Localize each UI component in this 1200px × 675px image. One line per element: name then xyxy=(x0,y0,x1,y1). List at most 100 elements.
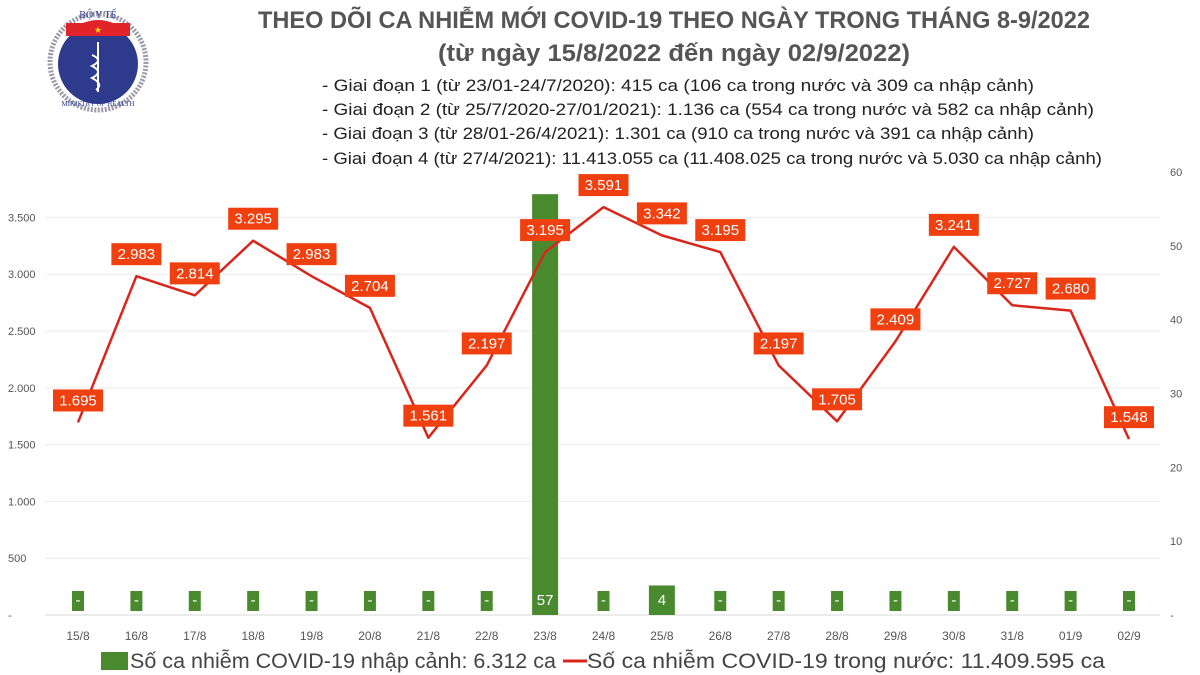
bar xyxy=(72,591,84,611)
x-tick-label: 02/9 xyxy=(1117,629,1141,643)
plot-area: - 500 1.000 1.500 2.000 2.500 3.000 3.500 - 10 20 3… xyxy=(8,167,1182,643)
right-tick-label: 60 xyxy=(1170,167,1182,179)
right-tick-label: - xyxy=(1170,610,1174,622)
x-tick-label: 26/8 xyxy=(709,629,733,643)
bar-data-label: - xyxy=(426,592,431,609)
line-data-label: 2.983 xyxy=(118,246,156,263)
bar xyxy=(130,591,143,611)
x-tick-label: 20/8 xyxy=(358,629,382,643)
left-tick-label: 500 xyxy=(8,553,26,565)
bar xyxy=(947,591,960,611)
left-tick-label: 3.000 xyxy=(8,269,36,281)
x-tick-label: 19/8 xyxy=(300,629,324,643)
line-data-label: 3.342 xyxy=(643,205,681,222)
note-1: - Giai đoạn 1 (từ 23/01-24/7/2020): 415 … xyxy=(322,76,1034,95)
line-data-label: 2.814 xyxy=(176,265,214,282)
bar xyxy=(532,194,559,615)
line-data-label: 3.195 xyxy=(526,222,564,239)
x-tick-label: 25/8 xyxy=(650,629,674,643)
left-tick-label: 3.500 xyxy=(8,212,36,224)
x-tick-label: 01/9 xyxy=(1059,629,1083,643)
bar-data-label: - xyxy=(367,592,372,609)
x-tick-label: 16/8 xyxy=(125,629,149,643)
line-data-label-box xyxy=(111,243,162,266)
bar xyxy=(188,591,201,611)
x-tick-label: 21/8 xyxy=(417,629,441,643)
left-tick-label: 1.000 xyxy=(8,496,36,508)
chart-subtitle: (từ ngày 15/8/2022 đến ngày 02/9/2022) xyxy=(438,40,910,67)
line-data-label-box xyxy=(928,213,979,236)
bar-data-label: - xyxy=(1127,592,1132,609)
bar-data-label: - xyxy=(309,592,314,609)
bar xyxy=(480,591,493,611)
chart-title: THEO DÕI CA NHIỄM MỚI COVID-19 THEO NGÀY… xyxy=(258,5,1090,34)
bar xyxy=(247,591,260,611)
note-2: - Giai đoạn 2 (từ 25/7/2020-27/01/2021):… xyxy=(322,100,1094,119)
line-data-label-box xyxy=(53,389,103,412)
line-data-label-box xyxy=(286,243,337,266)
bar-data-label: - xyxy=(835,592,840,609)
bar xyxy=(363,591,376,611)
right-tick-label: 20 xyxy=(1170,462,1182,474)
bar xyxy=(305,591,318,611)
line-data-label-box xyxy=(987,272,1038,295)
line-data-label-box xyxy=(228,207,279,230)
line-data-label: 3.591 xyxy=(585,177,623,194)
logo-bottom-text: MINISTRY OF HEALTH xyxy=(62,100,135,108)
line-data-label: 2.197 xyxy=(468,335,506,352)
bar-data-label: - xyxy=(601,592,606,609)
line-data-label: 1.561 xyxy=(410,408,448,425)
line-data-label: 1.695 xyxy=(59,392,97,409)
bar-data-label: - xyxy=(893,592,898,609)
legend: Số ca nhiễm COVID-19 nhập cảnh: 6.312 ca… xyxy=(101,650,1105,673)
bar-data-label: - xyxy=(251,592,256,609)
bar-data-label: - xyxy=(718,592,723,609)
x-tick-label: 22/8 xyxy=(475,629,499,643)
x-tick-label: 18/8 xyxy=(241,629,265,643)
bar xyxy=(831,591,844,611)
right-tick-label: 30 xyxy=(1170,389,1182,401)
line-data-label-box xyxy=(636,202,687,225)
line-data-label: 1.705 xyxy=(818,391,856,408)
line-data-label: 2.197 xyxy=(760,335,798,352)
bar xyxy=(889,591,902,611)
line-data-label-box xyxy=(520,219,571,242)
x-tick-label: 15/8 xyxy=(66,629,90,643)
bar-data-label: 57 xyxy=(537,592,554,609)
line-data-label: 2.704 xyxy=(351,278,389,295)
ministry-logo: ★ BỘ Y TẾ MINISTRY OF HEALTH xyxy=(47,8,149,113)
right-tick-label: 40 xyxy=(1170,315,1182,327)
legend-label-bar: Số ca nhiễm COVID-19 nhập cảnh: 6.312 ca xyxy=(130,650,556,673)
x-tick-label: 24/8 xyxy=(592,629,616,643)
line-data-label: 2.680 xyxy=(1052,281,1090,298)
line-data-label-box xyxy=(812,388,863,411)
bar-data-label: - xyxy=(776,592,781,609)
bar-data-label: - xyxy=(1010,592,1015,609)
x-tick-label: 31/8 xyxy=(1001,629,1025,643)
bar xyxy=(648,585,675,615)
right-tick-label: 50 xyxy=(1170,241,1182,253)
x-tick-label: 17/8 xyxy=(183,629,207,643)
logo-top-text: BỘ Y TẾ xyxy=(79,8,116,21)
bar-data-label: - xyxy=(134,592,139,609)
legend-swatch-bar xyxy=(101,652,128,670)
x-tick-label: 23/8 xyxy=(533,629,557,643)
line-data-label-box xyxy=(578,174,629,197)
line-data-label-box xyxy=(870,308,921,331)
line-series xyxy=(76,205,1131,440)
line-data-label-box xyxy=(695,219,746,242)
line-data-label: 3.295 xyxy=(234,211,272,228)
x-tick-label: 29/8 xyxy=(884,629,908,643)
line-data-label-box xyxy=(461,332,512,355)
right-tick-label: 10 xyxy=(1170,536,1182,548)
line-data-label: 2.727 xyxy=(993,275,1031,292)
svg-text:★: ★ xyxy=(94,25,102,35)
legend-label-line: Số ca nhiễm COVID-19 trong nước: 11.409.… xyxy=(587,650,1105,673)
line-data-label: 3.241 xyxy=(935,217,973,234)
left-tick-label: 2.000 xyxy=(8,383,36,395)
line-data-label-box xyxy=(169,262,220,285)
bar xyxy=(1064,591,1077,611)
x-tick-label: 28/8 xyxy=(825,629,849,643)
left-tick-label: - xyxy=(8,610,12,622)
